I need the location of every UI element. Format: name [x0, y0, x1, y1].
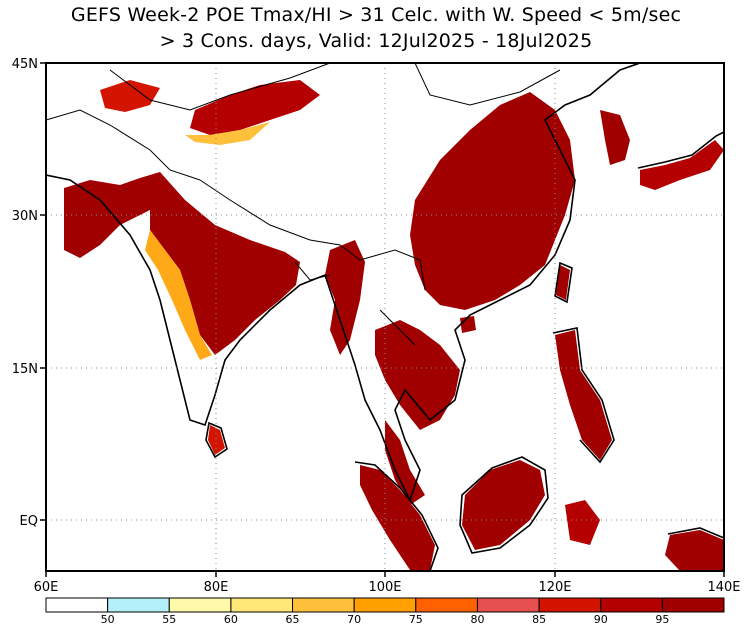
poe-region-philippines — [555, 330, 612, 460]
country-borders — [46, 63, 561, 346]
poe-region-central-asia — [100, 80, 160, 112]
lon-label-100e: 100E — [368, 580, 401, 595]
poe-region-india-edge — [145, 230, 212, 360]
colorbar-swatch — [600, 597, 663, 613]
lon-label-140e: 140E — [707, 580, 740, 595]
axis-ticks — [40, 62, 725, 577]
colorbar-swatch — [353, 597, 417, 613]
colorbar-swatch — [45, 597, 109, 613]
colorbar-label: 65 — [286, 613, 300, 626]
colorbar-label: 50 — [101, 613, 115, 626]
poe-region-japan — [640, 140, 724, 190]
map-title-line-1: GEFS Week-2 POE Tmax/HI > 31 Celc. with … — [70, 4, 682, 26]
coastline-mainland — [46, 63, 641, 503]
poe-region-sumatra — [360, 465, 435, 570]
coastline-japan — [637, 131, 724, 169]
colorbar-swatch — [476, 597, 540, 613]
lon-label-60e: 60E — [34, 580, 59, 595]
colorbar-swatch — [107, 597, 170, 613]
poe-region-hainan — [460, 316, 476, 333]
coastline-sumatra — [354, 461, 439, 571]
colorbar-label: 95 — [655, 613, 669, 626]
coastline-taiwan — [554, 261, 573, 304]
colorbar-label: 70 — [347, 613, 361, 626]
lat-label-30n: 30N — [12, 209, 38, 224]
poe-region-north — [190, 80, 320, 135]
map-plot-area — [46, 63, 724, 571]
poe-region-india — [150, 172, 300, 355]
colorbar-swatch — [168, 597, 232, 613]
colorbar-label: 55 — [162, 613, 176, 626]
colorbar-label: 90 — [594, 613, 608, 626]
coastline-philippines — [552, 327, 615, 464]
lat-label-45n: 45N — [12, 57, 38, 72]
colorbar-swatch — [538, 597, 602, 613]
poe-region-sri-lanka — [208, 425, 225, 455]
colorbar-swatch — [415, 597, 478, 613]
colorbar: 50 55 60 65 70 75 80 85 90 95 — [45, 597, 725, 626]
colorbar-swatch — [661, 597, 725, 613]
colorbar-label: 80 — [470, 613, 484, 626]
colorbar-label: 75 — [409, 613, 423, 626]
lat-label-15n: 15N — [12, 362, 38, 377]
colorbar-label: 60 — [224, 613, 238, 626]
colorbar-label: 85 — [532, 613, 546, 626]
poe-region-myanmar — [325, 240, 365, 355]
lon-label-120e: 120E — [538, 580, 571, 595]
coastlines — [46, 63, 724, 571]
poe-region-indochina — [375, 320, 460, 430]
poe-shading — [64, 80, 724, 571]
colorbar-swatch — [230, 597, 294, 613]
graticule — [46, 63, 724, 571]
poe-region-taiwan — [556, 265, 570, 300]
lon-label-80e: 80E — [204, 580, 229, 595]
lat-label-eq: EQ — [20, 514, 38, 529]
coastline-borneo — [459, 456, 549, 554]
poe-region-new-guinea — [665, 530, 724, 571]
poe-region-korea — [600, 110, 630, 165]
poe-region-sulawesi — [565, 500, 600, 545]
poe-region-china — [410, 92, 575, 310]
coastline-new-guinea — [667, 527, 724, 539]
poe-region-north-edge — [185, 122, 270, 145]
colorbar-swatch — [292, 597, 355, 613]
poe-region-borneo — [462, 460, 545, 550]
map-title-line-2: > 3 Cons. days, Valid: 12Jul2025 - 18Jul… — [159, 30, 593, 52]
coastline-sri-lanka — [205, 421, 228, 459]
